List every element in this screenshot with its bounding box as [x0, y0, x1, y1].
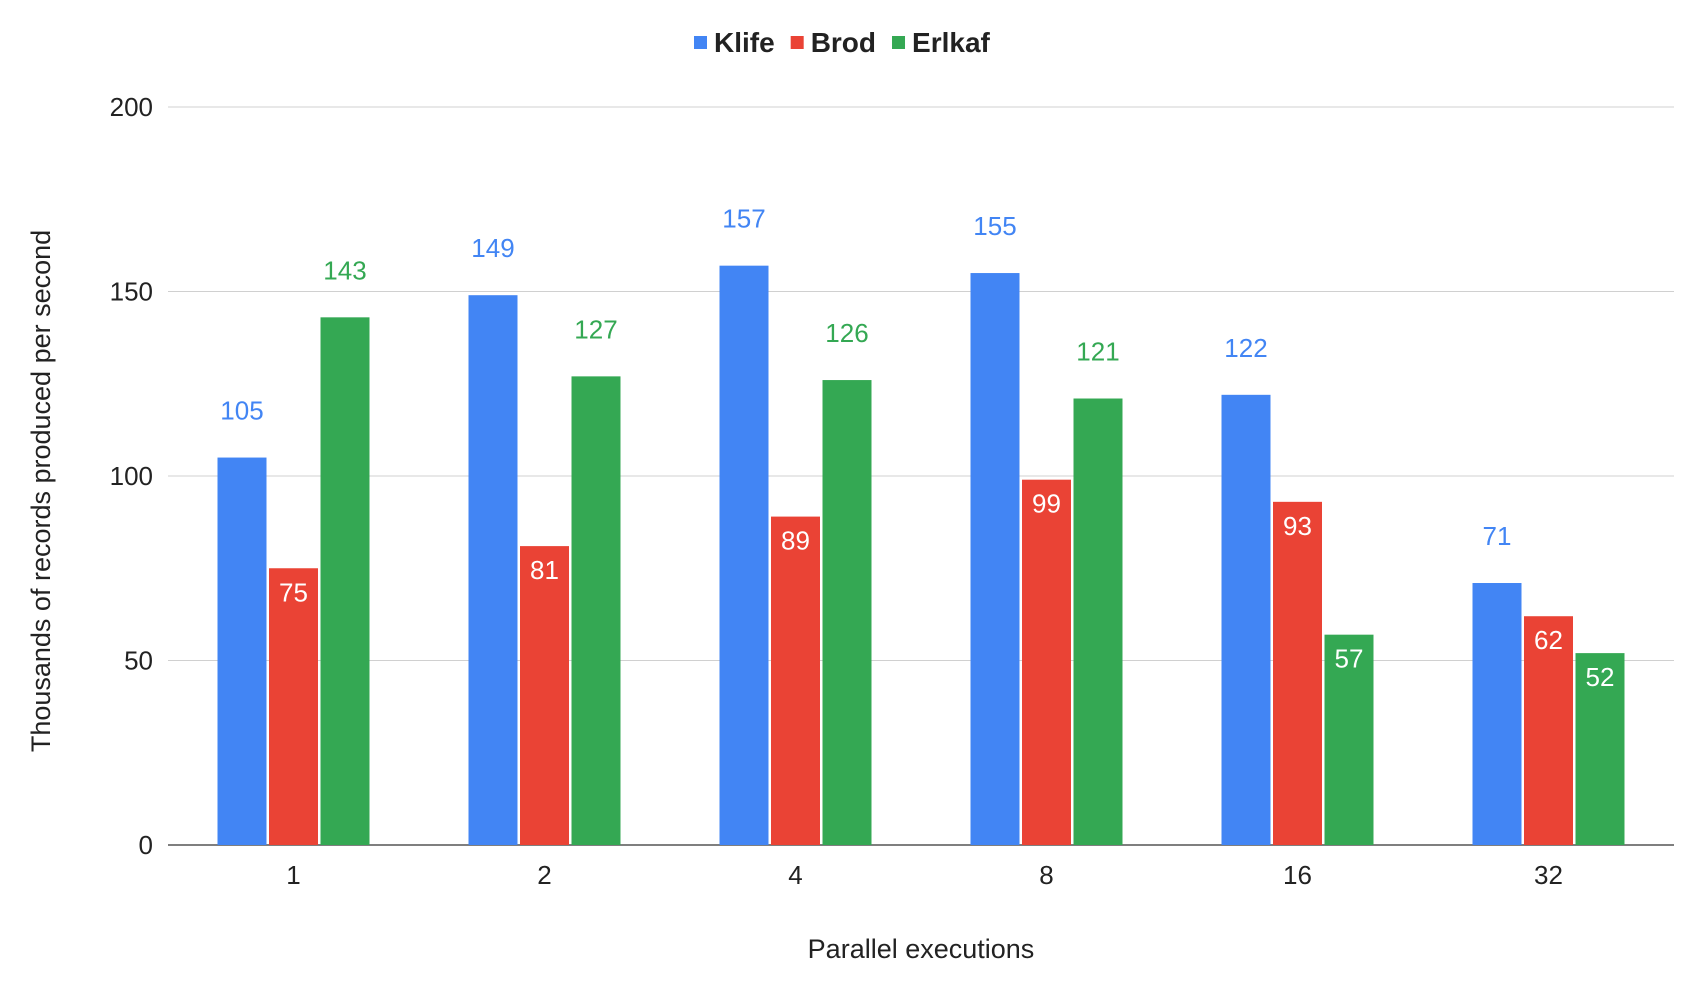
legend-swatch-klife — [694, 36, 707, 49]
x-tick-label: 1 — [286, 860, 300, 890]
bar-erlkaf — [1073, 398, 1123, 845]
bar-klife — [719, 265, 769, 845]
data-label: 57 — [1335, 644, 1364, 674]
data-label: 121 — [1076, 337, 1119, 367]
bars — [217, 265, 1625, 846]
data-label: 122 — [1224, 333, 1267, 363]
bar-erlkaf — [1324, 634, 1374, 845]
bar-klife — [1221, 394, 1271, 845]
x-tick-label: 2 — [537, 860, 551, 890]
y-tick-label: 100 — [110, 461, 153, 491]
x-tick-label: 4 — [788, 860, 802, 890]
data-label: 155 — [973, 211, 1016, 241]
data-label: 81 — [530, 555, 559, 585]
bar-klife — [1472, 583, 1522, 845]
bar-klife — [970, 273, 1020, 845]
bar-brod — [771, 516, 820, 845]
legend-label: Brod — [811, 27, 876, 58]
bar-brod — [1524, 616, 1573, 845]
bar-brod — [520, 546, 569, 845]
gridlines: 0 50 100 150 200 — [110, 92, 1674, 860]
data-label: 75 — [279, 577, 308, 607]
data-label: 62 — [1534, 625, 1563, 655]
legend-swatch-brod — [790, 36, 804, 49]
bar-brod — [269, 568, 318, 845]
bar-erlkaf — [822, 380, 872, 845]
data-labels: 105 75 143 149 81 127 157 89 126 155 99 121 122 93 57 7… — [220, 204, 1614, 692]
x-tick-label: 16 — [1283, 860, 1312, 890]
data-label: 157 — [722, 204, 765, 234]
data-label: 126 — [825, 318, 868, 348]
y-tick-label: 200 — [110, 92, 153, 122]
bar-erlkaf — [320, 317, 370, 846]
data-label: 52 — [1586, 662, 1615, 692]
y-tick-label: 50 — [124, 646, 153, 676]
bar-brod — [1022, 479, 1071, 845]
y-axis-title: Thousands of records produced per second — [26, 230, 56, 752]
data-label: 127 — [574, 314, 617, 344]
data-label: 93 — [1283, 511, 1312, 541]
bar-erlkaf — [571, 376, 621, 845]
x-tick-label: 8 — [1039, 860, 1053, 890]
y-tick-label: 150 — [110, 277, 153, 307]
data-label: 143 — [323, 255, 366, 285]
legend-label: Klife — [714, 27, 775, 58]
x-axis-title: Parallel executions — [808, 934, 1035, 964]
legend-label: Erlkaf — [912, 27, 990, 58]
data-label: 105 — [220, 396, 263, 426]
y-tick-label: 0 — [139, 830, 153, 860]
bar-erlkaf — [1575, 653, 1625, 845]
bar-klife — [468, 295, 518, 845]
bar-klife — [217, 457, 267, 845]
legend-swatch-erlkaf — [892, 36, 906, 49]
data-label: 89 — [781, 526, 810, 556]
data-label: 149 — [471, 233, 514, 263]
x-axis-ticks: 1 2 4 8 16 32 — [286, 860, 1563, 890]
bar-brod — [1273, 501, 1322, 845]
x-tick-label: 32 — [1534, 860, 1563, 890]
legend: Klife Brod Erlkaf — [694, 27, 991, 58]
data-label: 99 — [1032, 489, 1061, 519]
data-label: 71 — [1483, 521, 1512, 551]
